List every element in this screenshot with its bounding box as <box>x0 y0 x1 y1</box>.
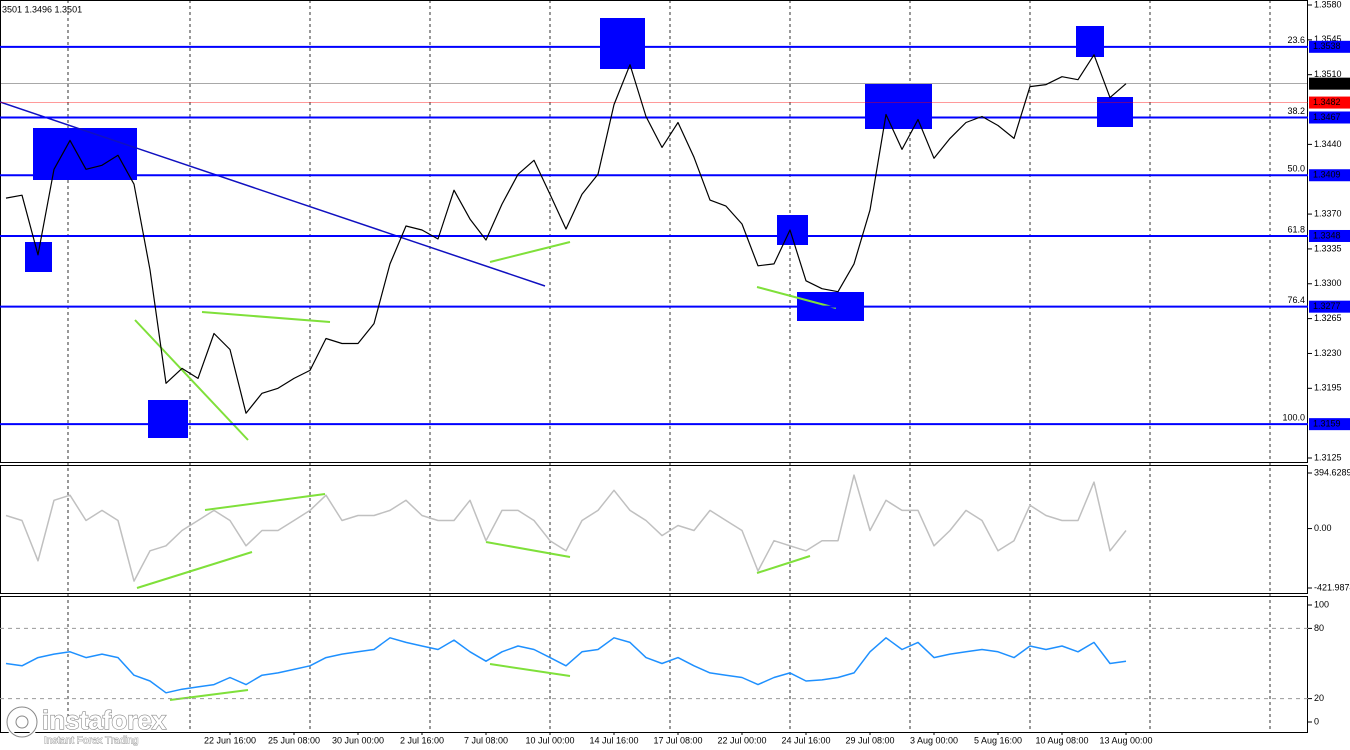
x-tick-label: 5 Aug 16:00 <box>974 735 1022 745</box>
watermark-tagline: Instant Forex Trading <box>44 736 139 747</box>
y-tick-label: 0 <box>1314 716 1319 726</box>
divergence-line <box>489 241 571 263</box>
price-line-box <box>1309 77 1350 90</box>
price-line-label: 1.3501 <box>1313 78 1341 88</box>
fibo-level-name: 50.0 <box>1287 164 1305 174</box>
x-tick-label: 22 Jul 00:00 <box>717 735 766 745</box>
rsi-panel <box>0 596 1308 733</box>
y-tick-label: 80 <box>1314 623 1324 633</box>
highlight-box <box>33 128 137 180</box>
divergence-line <box>201 311 331 323</box>
level-price-label: 1.3348 <box>1313 230 1341 240</box>
x-tick-label: 29 Jul 08:00 <box>845 735 894 745</box>
y-tick-label: 100 <box>1314 599 1329 609</box>
divergence-line <box>136 551 253 589</box>
vertical-grid <box>67 0 1271 732</box>
level-price-box <box>1309 40 1350 53</box>
divergence-line <box>756 286 837 309</box>
y-tick-label: 1.3300 <box>1314 278 1342 288</box>
price-line-box <box>1309 96 1350 109</box>
x-tick-label: 2 Jul 16:00 <box>400 735 444 745</box>
divergence-lines <box>134 241 837 701</box>
series-line <box>5 474 1127 582</box>
x-tick-label: 25 Jun 08:00 <box>268 735 320 745</box>
x-tick-label: 13 Aug 00:00 <box>1099 735 1152 745</box>
y-tick-label: 1.3125 <box>1314 452 1342 462</box>
x-tick-label: 10 Aug 08:00 <box>1035 735 1088 745</box>
y-tick-label: -421.9874 <box>1314 582 1350 592</box>
y-tick-label: 1.3195 <box>1314 383 1342 393</box>
divergence-line <box>485 541 571 558</box>
price-line-label: 1.3482 <box>1313 97 1341 107</box>
y-tick-label: 1.3545 <box>1314 34 1342 44</box>
price-panel <box>0 0 1308 463</box>
y-tick-label: 20 <box>1314 693 1324 703</box>
x-tick-label: 17 Jul 08:00 <box>653 735 702 745</box>
watermark: instaforex Instant Forex Trading <box>5 704 167 747</box>
y-tick-label: 1.3510 <box>1314 69 1342 79</box>
divergence-line <box>489 663 571 677</box>
y-tick-label: 0.00 <box>1314 523 1332 533</box>
highlight-box <box>865 84 932 129</box>
highlight-box <box>1076 26 1104 57</box>
trend-line <box>0 101 546 287</box>
highlight-box <box>777 215 808 245</box>
highlight-box <box>600 18 645 69</box>
y-tick-label: 1.3335 <box>1314 243 1342 253</box>
symbol-info: 3501 1.3496 1.3501 <box>2 4 82 14</box>
y-tick-label: 1.3370 <box>1314 208 1342 218</box>
highlight-box <box>25 242 52 272</box>
series-line <box>5 637 1127 694</box>
y-tick-label: 1.3230 <box>1314 348 1342 358</box>
highlight-box <box>148 400 188 438</box>
x-tick-label: 14 Jul 16:00 <box>589 735 638 745</box>
fibo-level-name: 100.0 <box>1282 413 1305 423</box>
level-price-label: 1.3159 <box>1313 419 1341 429</box>
level-price-box <box>1309 418 1350 431</box>
fibo-level-name: 38.2 <box>1287 106 1305 116</box>
divergence-line <box>169 689 249 701</box>
fibo-level-name: 76.4 <box>1287 295 1305 305</box>
fibo-level-name: 23.6 <box>1287 35 1305 45</box>
x-tick-label: 10 Jul 00:00 <box>525 735 574 745</box>
level-price-label: 1.3538 <box>1313 41 1341 51</box>
divergence-line <box>756 555 811 574</box>
x-tick-label: 7 Jul 08:00 <box>464 735 508 745</box>
level-price-box <box>1309 169 1350 182</box>
x-tick-label: 22 Jun 16:00 <box>204 735 256 745</box>
divergence-line <box>134 319 249 441</box>
y-tick-label: 394.6289 <box>1314 467 1350 477</box>
level-price-box <box>1309 111 1350 124</box>
x-tick-label: 24 Jul 16:00 <box>781 735 830 745</box>
series-line <box>5 54 1127 414</box>
level-price-label: 1.3277 <box>1313 301 1341 311</box>
level-price-box <box>1309 300 1350 313</box>
x-tick-label: 30 Jun 00:00 <box>332 735 384 745</box>
level-price-label: 1.3409 <box>1313 170 1341 180</box>
level-price-label: 1.3467 <box>1313 112 1341 122</box>
highlight-box <box>1097 97 1133 127</box>
cci-panel <box>0 465 1308 594</box>
divergence-line <box>204 493 326 511</box>
level-price-box <box>1309 229 1350 242</box>
logo-ring-outline <box>6 706 38 738</box>
fibo-level-name: 61.8 <box>1287 224 1305 234</box>
y-tick-label: 1.3580 <box>1314 0 1342 9</box>
y-tick-label: 1.3440 <box>1314 139 1342 149</box>
y-tick-label: 1.3265 <box>1314 313 1342 323</box>
logo-core <box>15 715 29 729</box>
x-tick-label: 3 Aug 00:00 <box>910 735 958 745</box>
watermark-brand: instaforex <box>42 705 167 735</box>
